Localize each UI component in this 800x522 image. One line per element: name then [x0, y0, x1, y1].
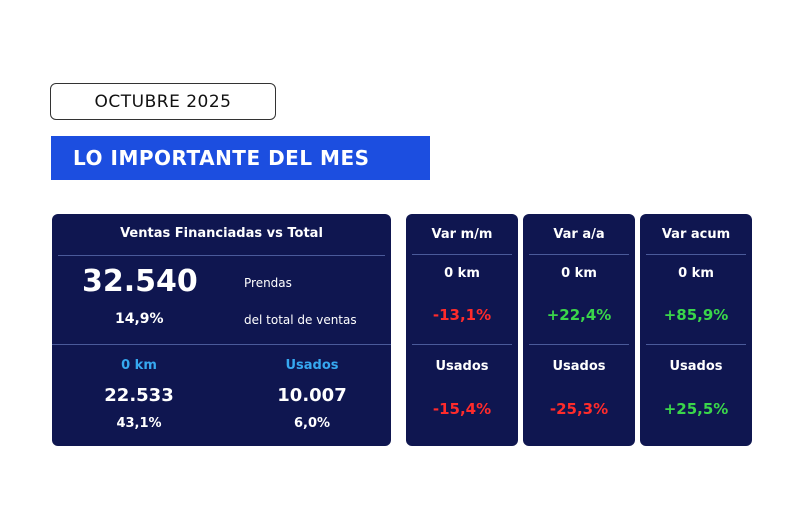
var-new-label: 0 km — [561, 266, 597, 281]
summary-panel: Ventas Financiadas vs Total 32.540 Prend… — [52, 214, 391, 446]
total-value: 32.540 — [82, 264, 198, 299]
divider — [529, 344, 629, 345]
used-label: Usados — [285, 358, 339, 373]
page-headline: LO IMPORTANTE DEL MES — [51, 136, 430, 180]
divider — [52, 344, 391, 345]
var-used-value: -15,4% — [432, 400, 492, 418]
var-new-value: -13,1% — [432, 306, 492, 324]
var-title: Var m/m — [431, 227, 493, 242]
var-title: Var acum — [661, 227, 731, 242]
var-used-label: Usados — [552, 359, 606, 374]
var-mm-panel: Var m/m 0 km -13,1% Usados -15,4% — [406, 214, 518, 446]
summary-title: Ventas Financiadas vs Total — [120, 226, 323, 241]
divider — [412, 344, 512, 345]
total-pct: 14,9% — [115, 311, 164, 327]
divider — [646, 254, 746, 255]
var-used-label: Usados — [435, 359, 489, 374]
used-pct: 6,0% — [293, 416, 331, 431]
var-new-label: 0 km — [678, 266, 714, 281]
var-used-label: Usados — [669, 359, 723, 374]
var-title: Var a/a — [553, 227, 605, 242]
new-pct: 43,1% — [116, 416, 162, 431]
var-new-value: +85,9% — [663, 306, 729, 324]
divider — [646, 344, 746, 345]
var-aa-panel: Var a/a 0 km +22,4% Usados -25,3% — [523, 214, 635, 446]
new-label: 0 km — [121, 358, 157, 373]
new-value: 22.533 — [104, 385, 174, 406]
var-used-value: +25,5% — [663, 400, 729, 418]
var-new-label: 0 km — [444, 266, 480, 281]
var-new-value: +22,4% — [546, 306, 612, 324]
var-acum-panel: Var acum 0 km +85,9% Usados +25,5% — [640, 214, 752, 446]
var-used-value: -25,3% — [549, 400, 609, 418]
date-label: OCTUBRE 2025 — [50, 83, 276, 120]
used-value: 10.007 — [277, 385, 347, 406]
total-unit: Prendas — [244, 276, 292, 290]
total-pct-label: del total de ventas — [244, 313, 357, 327]
divider — [58, 255, 385, 256]
divider — [529, 254, 629, 255]
divider — [412, 254, 512, 255]
